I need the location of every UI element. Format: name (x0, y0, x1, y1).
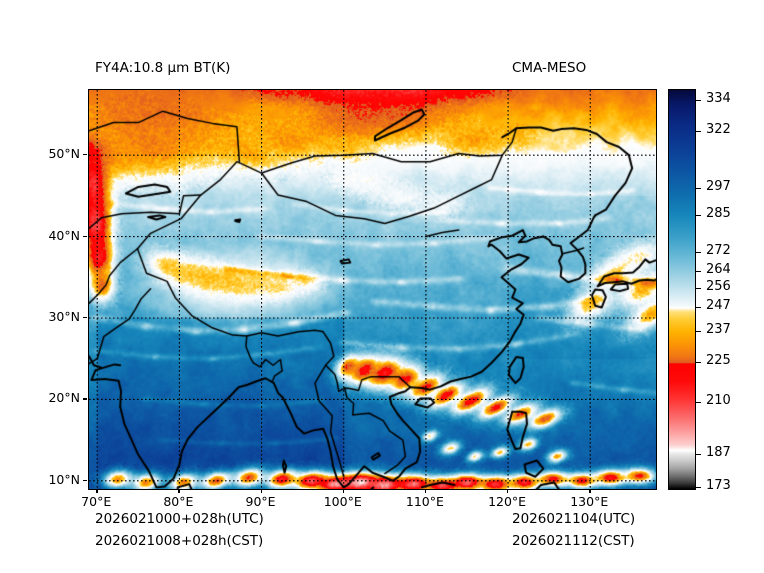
colorbar-tick-label: 285 (706, 206, 731, 221)
footer-valid-time-cst: 2026021112(CST) (512, 533, 635, 549)
x-tick-mark (260, 489, 262, 493)
colorbar-tick-mark (696, 487, 701, 489)
map-plot-area (88, 89, 657, 490)
y-tick-label: 20°N (48, 390, 80, 406)
colorbar-tick-mark (696, 188, 701, 190)
colorbar-tick-label: 237 (706, 322, 731, 337)
colorbar-tick-mark (696, 331, 701, 333)
x-tick-label: 110°E (405, 494, 444, 509)
colorbar-tick-mark (696, 402, 701, 404)
y-tick-mark (83, 317, 87, 319)
colorbar-tick-label: 225 (706, 353, 731, 368)
y-tick-label: 30°N (48, 309, 80, 324)
colorbar-tick-label: 322 (706, 122, 731, 137)
x-tick-mark (424, 489, 427, 493)
x-tick-label: 90°E (245, 494, 276, 509)
footer-valid-time-utc: 2026021104(UTC) (512, 511, 636, 527)
colorbar-tick-label: 272 (706, 243, 731, 258)
x-tick-label: 120°E (488, 494, 527, 509)
x-tick-label: 70°E (81, 494, 112, 509)
x-tick-mark (96, 489, 98, 493)
x-tick-label: 100°E (323, 494, 362, 509)
colorbar (668, 89, 696, 490)
colorbar-tick-label: 210 (706, 393, 731, 408)
colorbar-tick-mark (696, 252, 701, 254)
colorbar-tick-label: 264 (706, 262, 731, 277)
x-tick-mark (589, 489, 591, 493)
colorbar-tick-label: 334 (706, 91, 731, 106)
colorbar-tick-label: 187 (706, 445, 731, 460)
x-tick-label: 130°E (570, 494, 609, 509)
footer-init-time-utc: 2026021000+028h(UTC) (95, 511, 264, 527)
footer-init-time-cst: 2026021008+028h(CST) (95, 533, 264, 549)
y-tick-mark (83, 154, 87, 156)
colorbar-tick-label: 173 (706, 478, 731, 493)
satellite-brightness-temperature-image (89, 90, 656, 489)
chart-title-left: FY4A:10.8 μm BT(K) (95, 60, 231, 76)
colorbar-tick-label: 256 (706, 279, 731, 294)
colorbar-tick-mark (696, 362, 701, 364)
colorbar-tick-label: 297 (706, 179, 731, 194)
colorbar-tick-mark (696, 100, 701, 102)
x-tick-mark (342, 489, 345, 493)
colorbar-tick-mark (696, 307, 701, 309)
y-tick-label: 40°N (48, 227, 80, 243)
colorbar-tick-mark (696, 131, 701, 133)
y-tick-mark (83, 398, 87, 400)
colorbar-tick-mark (696, 288, 701, 290)
colorbar-tick-mark (696, 215, 701, 217)
y-tick-label: 50°N (48, 146, 80, 162)
colorbar-gradient (669, 90, 695, 489)
colorbar-tick-mark (696, 271, 701, 273)
chart-title-right: CMA-MESO (512, 60, 587, 76)
colorbar-tick-mark (696, 454, 701, 456)
x-tick-label: 80°E (163, 494, 194, 509)
y-tick-label: 10°N (48, 471, 80, 487)
x-tick-mark (178, 489, 180, 493)
y-tick-mark (83, 479, 87, 482)
colorbar-tick-label: 247 (706, 298, 731, 313)
x-tick-mark (507, 489, 509, 493)
y-tick-mark (83, 235, 87, 237)
